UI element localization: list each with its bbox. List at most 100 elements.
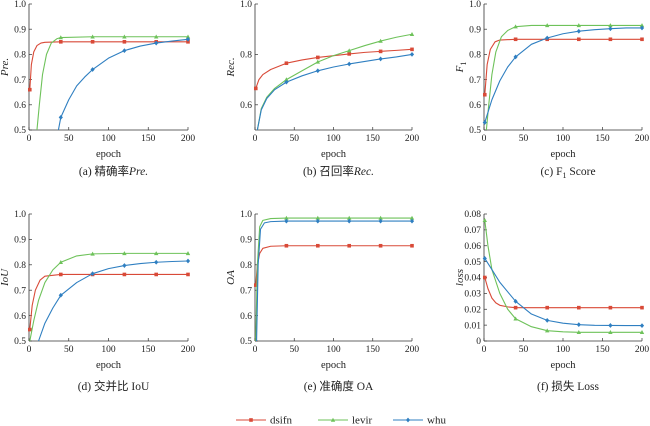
y-tick-label: 0.9 bbox=[240, 236, 252, 246]
data-point-levir bbox=[284, 77, 289, 82]
x-axis-label: epoch bbox=[321, 360, 347, 371]
x-tick-label: 50 bbox=[519, 134, 529, 144]
data-point-levir bbox=[378, 215, 383, 220]
data-point-levir bbox=[122, 34, 127, 39]
subplot-caption: (c) F1 Score bbox=[540, 166, 595, 180]
x-tick-label: 200 bbox=[405, 345, 420, 355]
data-point-dsifn bbox=[347, 52, 351, 56]
x-tick-label: 100 bbox=[556, 134, 571, 144]
series-line-whu bbox=[484, 258, 642, 327]
caption-text: (b) 召回率 bbox=[303, 164, 354, 178]
series-line-levir bbox=[29, 252, 188, 342]
y-tick-label: 0.7 bbox=[240, 286, 252, 296]
y-tick-label: 0.7 bbox=[14, 76, 26, 86]
x-tick-label: 200 bbox=[181, 345, 196, 355]
data-point-whu bbox=[513, 298, 518, 304]
data-point-whu bbox=[378, 218, 383, 224]
data-point-levir bbox=[185, 251, 191, 256]
data-point-dsifn bbox=[545, 305, 549, 310]
y-axis-label: Pre. bbox=[0, 58, 11, 77]
legend-label-levir: levir bbox=[352, 415, 372, 426]
series-dsifn bbox=[27, 40, 190, 92]
legend: dsifn levir whu bbox=[236, 415, 446, 426]
data-point-levir bbox=[513, 24, 518, 29]
data-point-levir bbox=[378, 38, 383, 43]
x-tick-label: 50 bbox=[64, 345, 74, 355]
x-tick-label: 100 bbox=[101, 345, 116, 355]
x-tick-label: 100 bbox=[101, 134, 116, 144]
y-tick-label: 0.7 bbox=[469, 76, 481, 86]
y-axis-label-text: Rec. bbox=[225, 57, 237, 77]
x-tick-label: 0 bbox=[27, 134, 32, 144]
data-point-whu bbox=[90, 271, 95, 277]
data-point-whu bbox=[482, 256, 487, 261]
y-tick-label: 0.5 bbox=[469, 126, 481, 136]
y-tick-label: 0.01 bbox=[464, 321, 481, 331]
x-tick-label: 150 bbox=[366, 134, 381, 144]
y-tick-label: 0.8 bbox=[14, 51, 26, 61]
caption-text: (a) 精确率 bbox=[79, 164, 129, 178]
data-point-whu bbox=[378, 56, 383, 62]
data-point-levir bbox=[58, 259, 63, 264]
x-axis-label: epoch bbox=[550, 360, 576, 371]
data-point-whu bbox=[639, 25, 645, 31]
y-axis-label-subscript: 1 bbox=[459, 62, 468, 66]
series-whu bbox=[256, 52, 415, 131]
data-point-dsifn bbox=[316, 55, 320, 60]
series-line-levir bbox=[485, 24, 642, 131]
series-whu bbox=[482, 256, 645, 329]
data-point-whu bbox=[545, 35, 550, 41]
data-point-levir bbox=[185, 34, 191, 39]
data-point-dsifn bbox=[122, 272, 127, 277]
y-tick-label: 0.9 bbox=[14, 236, 26, 246]
data-point-whu bbox=[347, 61, 352, 67]
caption-text: (f) 损失 Loss bbox=[537, 379, 599, 393]
series-dsifn bbox=[253, 47, 414, 91]
series-line-levir bbox=[256, 33, 413, 131]
data-point-dsifn bbox=[513, 305, 518, 310]
data-point-dsifn bbox=[378, 49, 383, 54]
x-tick-label: 0 bbox=[253, 345, 258, 355]
data-point-dsifn bbox=[347, 243, 351, 248]
y-tick-label: 0.6 bbox=[240, 101, 252, 111]
data-point-levir bbox=[154, 34, 159, 39]
x-tick-label: 150 bbox=[595, 345, 610, 355]
y-axis-label: loss bbox=[454, 269, 466, 286]
data-point-dsifn bbox=[640, 305, 644, 310]
data-point-whu bbox=[122, 263, 127, 268]
series-dsifn bbox=[482, 275, 644, 310]
data-point-dsifn bbox=[410, 47, 414, 52]
data-point-dsifn bbox=[284, 243, 289, 248]
y-axis-label: F1 bbox=[454, 62, 468, 74]
series-whu bbox=[38, 258, 191, 342]
x-tick-label: 150 bbox=[366, 345, 381, 355]
legend-label-whu: whu bbox=[427, 415, 446, 426]
data-point-levir bbox=[608, 23, 613, 28]
x-tick-label: 100 bbox=[326, 134, 341, 144]
x-axis-label: epoch bbox=[96, 360, 122, 371]
y-tick-label: 0 bbox=[476, 337, 481, 347]
series-line-whu bbox=[256, 220, 412, 342]
data-point-whu bbox=[576, 28, 581, 34]
y-axis-label-text: OA bbox=[225, 270, 237, 285]
data-point-whu bbox=[608, 26, 613, 32]
data-point-levir bbox=[409, 215, 415, 220]
y-tick-label: 0.7 bbox=[14, 286, 26, 296]
data-point-levir bbox=[608, 329, 613, 334]
chart-panel-1: 0.50.60.70.80.91.00 50 100 150 200epochPre.(… bbox=[0, 0, 195, 178]
data-point-dsifn bbox=[577, 37, 581, 42]
chart-panel-5: 0.5 0.6 0.7 0.8 0.9 1.0 0 50 100 150 200 epoch OA (e)… bbox=[225, 210, 419, 393]
series-whu bbox=[256, 218, 415, 342]
data-point-dsifn bbox=[59, 272, 63, 277]
x-tick-label: 0 bbox=[482, 134, 487, 144]
data-point-levir bbox=[576, 23, 581, 28]
data-point-whu bbox=[154, 259, 159, 265]
chart-panel-3: 0.50.60.70.80.91.00 50 100 150 200epochF1(c)… bbox=[454, 0, 649, 180]
y-tick-label: 0.5 bbox=[240, 337, 252, 347]
data-point-dsifn bbox=[27, 87, 32, 92]
data-point-dsifn bbox=[482, 92, 487, 97]
data-point-levir bbox=[545, 328, 550, 333]
data-point-dsifn bbox=[608, 37, 613, 42]
y-tick-label: 1.0 bbox=[469, 0, 481, 10]
y-tick-label: 1.0 bbox=[14, 0, 26, 10]
